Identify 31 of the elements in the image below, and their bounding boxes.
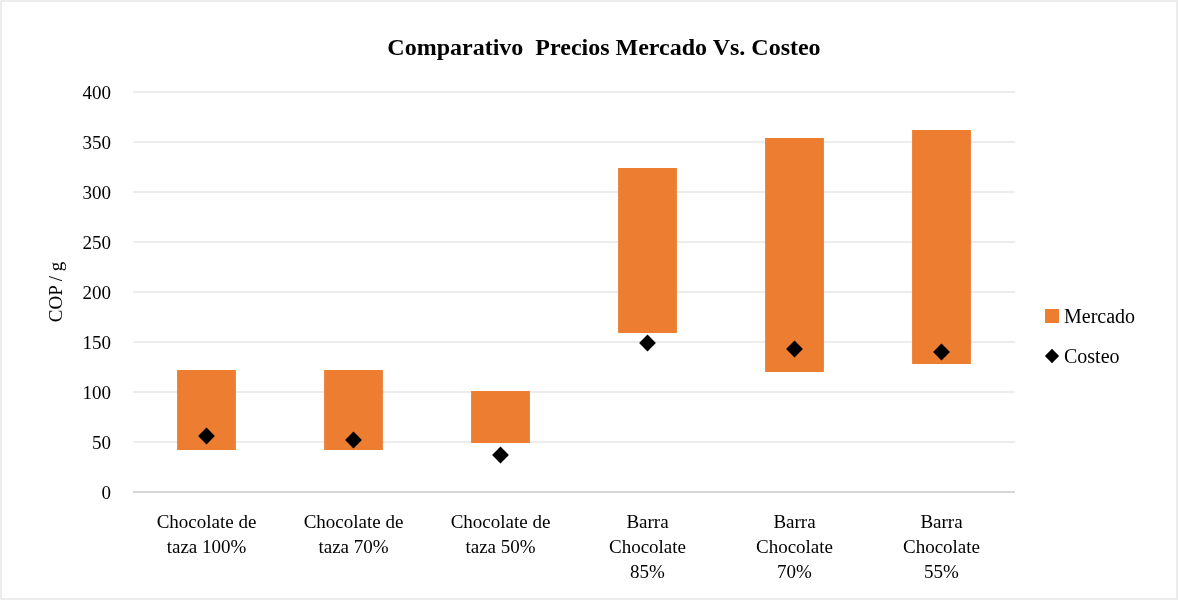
x-tick-label: Chocolate de taza 50% [450, 511, 551, 557]
x-tick-label: Barra Chocolate 55% [902, 511, 981, 582]
y-tick-label: 0 [101, 481, 111, 503]
y-tick-label: 100 [82, 381, 111, 403]
point [639, 334, 656, 352]
point [933, 343, 950, 361]
y-tick-label: 400 [82, 81, 111, 103]
point [786, 340, 803, 358]
x-tick-label: Barra Chocolate 70% [755, 511, 834, 582]
point [198, 427, 215, 445]
y-tick-label: 300 [82, 181, 111, 203]
y-tick-label: 150 [82, 331, 111, 353]
x-tick-label: Chocolate de taza 70% [303, 511, 404, 557]
y-tick-label: 250 [82, 231, 111, 253]
legend-label: Mercado [1064, 305, 1136, 327]
point [345, 431, 362, 449]
y-tick-label: 350 [82, 131, 111, 153]
point [492, 446, 509, 464]
bar [618, 168, 677, 333]
bar [912, 130, 971, 364]
y-tick-label: 200 [82, 281, 111, 303]
bar [471, 391, 530, 443]
bar [765, 138, 824, 372]
chart-title: Comparativo Precios Mercado Vs. Costeo [387, 34, 821, 60]
x-tick-label: Barra Chocolate 85% [608, 511, 687, 582]
bar [177, 370, 236, 450]
legend-label: Costeo [1064, 345, 1120, 367]
x-tick-label: Chocolate de taza 100% [156, 511, 257, 557]
y-axis-title: COP / g [45, 261, 66, 323]
y-tick-label: 50 [92, 431, 111, 453]
bar [324, 370, 383, 450]
